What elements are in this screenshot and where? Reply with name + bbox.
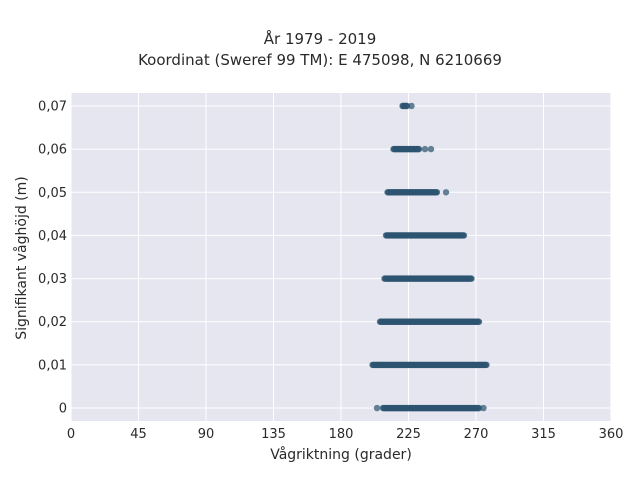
y-tick-label: 0,07 [38, 99, 67, 114]
data-point [427, 145, 435, 153]
data-point [408, 102, 415, 110]
x-tick-label: 315 [531, 427, 556, 442]
y-tick-label: 0,01 [38, 358, 67, 373]
data-point [460, 232, 468, 239]
x-tick-label: 45 [130, 427, 147, 442]
y-axis-label: Signifikant våghöjd (m) [14, 176, 30, 340]
data-point [403, 102, 411, 110]
x-tick-label: 180 [329, 427, 354, 442]
y-axis-ticks: 0 0,01 0,02 0,03 0,04 0,05 0,06 0,07 [38, 99, 67, 416]
x-tick-label: 90 [198, 427, 215, 442]
y-tick-label: 0 [59, 402, 67, 417]
x-axis-ticks: 0 45 90 135 180 225 270 315 360 [67, 427, 624, 442]
y-tick-label: 0,03 [38, 272, 67, 287]
x-tick-label: 225 [396, 427, 421, 442]
data-points [369, 102, 490, 412]
data-point [468, 275, 475, 282]
data-point [483, 361, 490, 369]
data-point [421, 145, 429, 153]
chart-title: År 1979 - 2019 [263, 30, 377, 48]
data-point [373, 404, 381, 412]
data-point [433, 189, 441, 196]
data-point [442, 189, 450, 196]
chart-subtitle: Koordinat (Sweref 99 TM): E 475098, N 62… [138, 51, 502, 69]
x-tick-label: 270 [464, 427, 489, 442]
data-point [475, 404, 483, 412]
x-tick-label: 360 [599, 427, 624, 442]
data-point [475, 318, 483, 325]
data-point [415, 145, 423, 153]
y-tick-label: 0,06 [38, 143, 67, 158]
y-tick-label: 0,02 [38, 315, 67, 330]
y-tick-label: 0,05 [38, 186, 67, 201]
y-tick-label: 0,04 [38, 229, 67, 244]
grid-lines [70, 93, 612, 421]
x-axis-label: Vågriktning (grader) [270, 447, 412, 463]
data-point [480, 404, 487, 412]
x-tick-label: 135 [261, 427, 286, 442]
x-tick-label: 0 [67, 427, 75, 442]
